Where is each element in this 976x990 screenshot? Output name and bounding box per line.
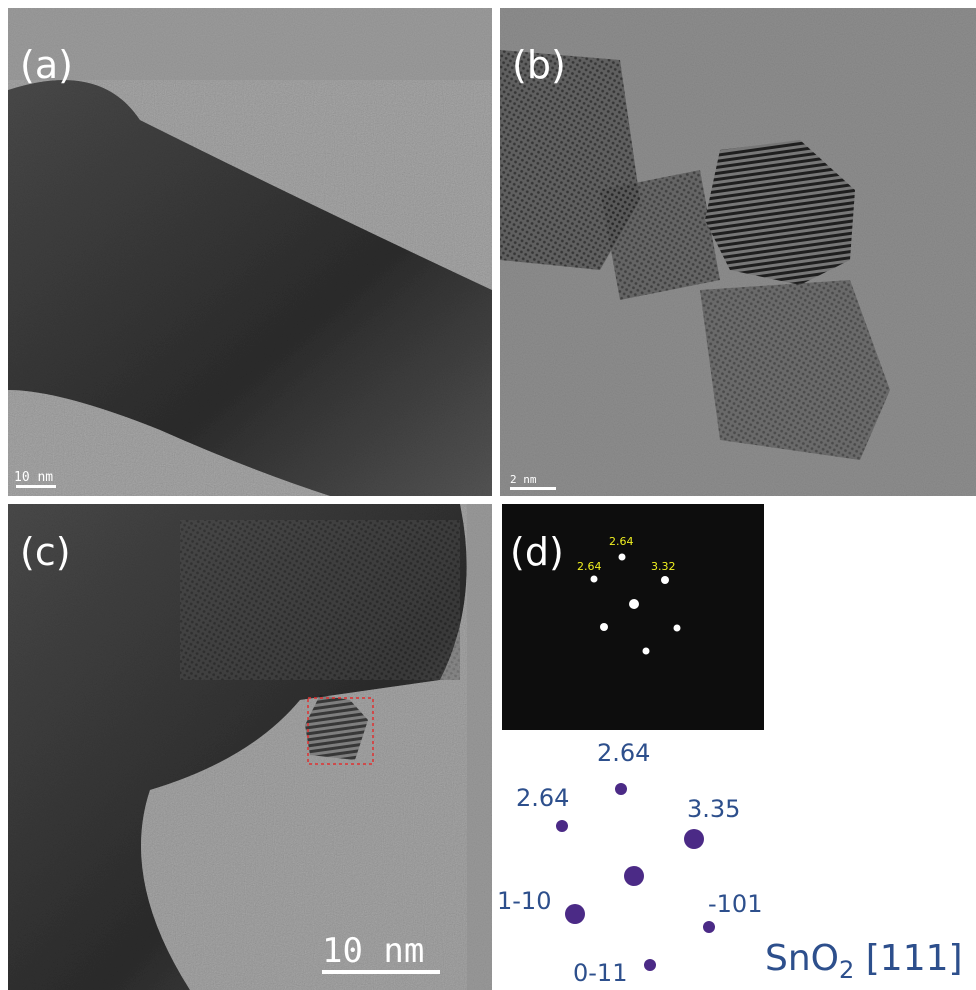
spot-label: 2.64 xyxy=(597,739,650,767)
spot-label: 1-10 xyxy=(497,887,551,915)
formula: SnO xyxy=(765,938,839,979)
scale-bar-label: 10 nm xyxy=(14,470,53,485)
panel-c xyxy=(8,504,492,990)
zone-axis-caption: SnO2 [111] xyxy=(765,938,963,984)
panel-label: (c) xyxy=(20,530,71,574)
scale-bar-label: 10 nm xyxy=(322,931,424,971)
spot-label: 2.64 xyxy=(516,784,569,812)
panel-label: (b) xyxy=(512,43,566,87)
subscript: 2 xyxy=(839,956,854,984)
spot-label: -101 xyxy=(708,890,762,918)
panel-d-fft xyxy=(502,504,764,730)
panel-label: (a) xyxy=(20,43,73,87)
panel-b xyxy=(500,8,976,496)
spot-label: 3.35 xyxy=(687,795,740,823)
fft-label: 2.64 xyxy=(577,560,602,573)
panel-a xyxy=(8,8,492,496)
spot-label: 0-11 xyxy=(573,959,627,987)
fft-label: 2.64 xyxy=(609,535,634,548)
zone-axis: [111] xyxy=(854,938,962,979)
diagram-spots xyxy=(556,783,715,971)
scale-bar-label: 2 nm xyxy=(510,473,537,486)
fft-label: 3.32 xyxy=(651,560,676,573)
panel-label: (d) xyxy=(510,530,564,574)
